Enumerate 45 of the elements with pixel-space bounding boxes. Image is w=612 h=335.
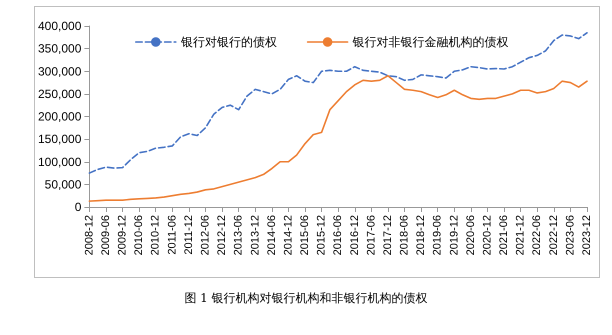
legend-label: 银行对银行的债权 <box>180 35 277 49</box>
x-tick-label: 2013-06 <box>232 215 245 256</box>
line-series <box>88 74 588 202</box>
x-tick-label: 2010-06 <box>133 215 146 256</box>
x-tick-label: 2011-12 <box>182 215 195 255</box>
x-tick-label: 2020-12 <box>481 215 494 256</box>
x-tick-label: 2023-06 <box>564 215 576 256</box>
x-tick-label: 2022-06 <box>531 215 544 256</box>
x-tick-label: 2009-12 <box>116 215 129 256</box>
x-tick-label: 2013-12 <box>249 215 262 256</box>
caption: 图 1 银行机构对银行机构和非银行机构的债权 <box>183 290 429 307</box>
x-tick-label: 2014-12 <box>282 215 294 256</box>
y-tick-label: 50,000 <box>44 177 82 192</box>
x-tick-label: 2009-06 <box>100 215 112 256</box>
y-tick-label: 200,000 <box>38 110 82 124</box>
x-tick-label: 2018-06 <box>398 215 411 256</box>
x-tick-label: 2022-12 <box>548 215 560 256</box>
y-tick-label: 350,000 <box>38 42 82 56</box>
x-tick-label: 2011-06 <box>166 215 178 255</box>
legend-label: 银行对非银行金融机构的债权 <box>352 35 509 49</box>
x-tick-label: 2019-06 <box>432 215 444 256</box>
y-tick-label: 150,000 <box>38 132 82 146</box>
y-tick-label: 400,000 <box>38 19 82 33</box>
x-tick-label: 2012-06 <box>199 215 212 256</box>
x-tick-label: 2010-12 <box>150 215 162 256</box>
line-series <box>88 32 588 174</box>
x-tick-label: 2020-06 <box>464 215 477 256</box>
y-tick-label: 300,000 <box>38 64 82 78</box>
x-tick-label: 2012-12 <box>216 215 228 256</box>
x-tick-label: 2008-12 <box>83 215 96 256</box>
y-tick-label: 0 <box>74 200 82 214</box>
x-tick-label: 2018-12 <box>415 215 428 256</box>
x-tick-label: 2021-06 <box>498 215 510 256</box>
x-tick-label: 2015-06 <box>299 215 312 256</box>
x-tick-label: 2017-12 <box>382 215 394 256</box>
y-tick-label: 250,000 <box>38 86 82 101</box>
x-tick-label: 2015-12 <box>316 215 328 256</box>
x-tick-label: 2014-06 <box>266 215 278 256</box>
y-tick-label: 100,000 <box>38 154 82 169</box>
x-tick-label: 2016-12 <box>348 215 361 256</box>
x-tick-label: 2023-12 <box>581 215 593 256</box>
x-tick-label: 2016-06 <box>332 215 344 256</box>
x-tick-label: 2021-12 <box>514 215 527 256</box>
x-tick-label: 2017-06 <box>365 215 378 256</box>
x-tick-label: 2019-12 <box>448 215 460 256</box>
